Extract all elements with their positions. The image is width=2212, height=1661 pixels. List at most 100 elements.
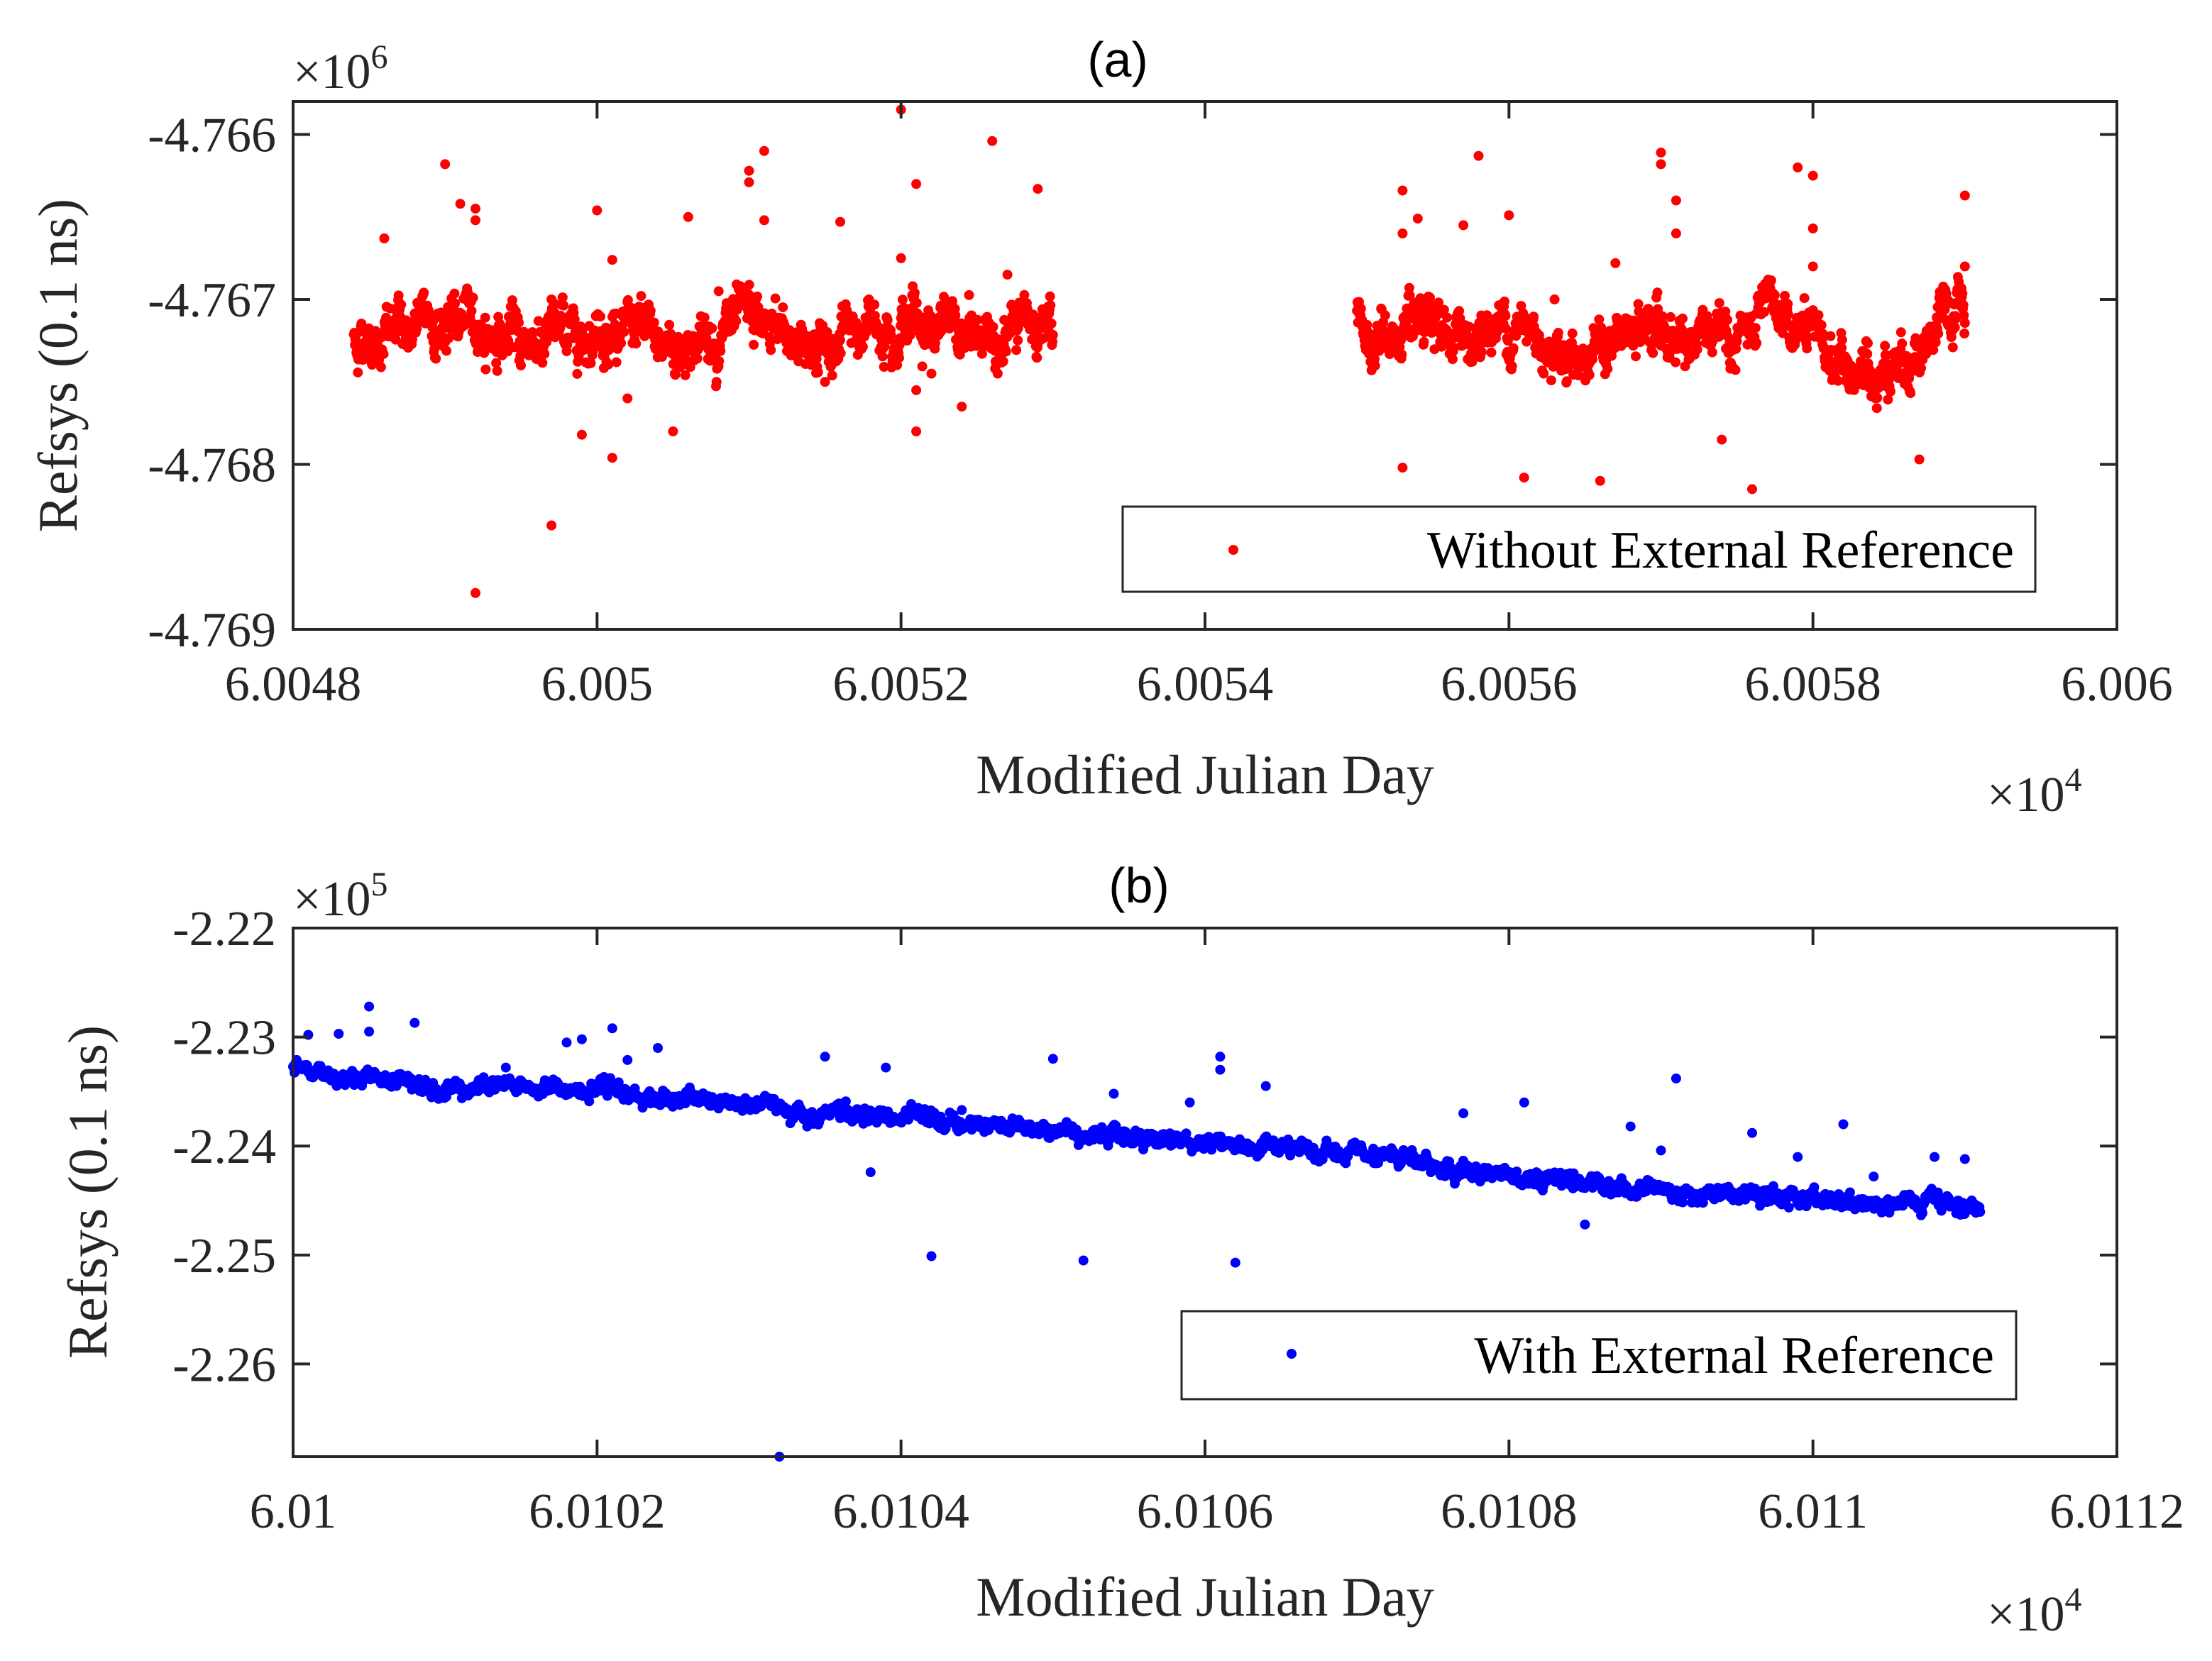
panel-a-outlier-point	[744, 177, 754, 187]
panel-a-data-point	[950, 310, 961, 321]
panel-a-outlier-point	[1959, 261, 1970, 272]
panel-a-data-point	[1019, 289, 1030, 300]
panel-a-data-point	[645, 305, 656, 316]
panel-a-xtick-label: 6.0052	[832, 657, 969, 712]
panel-a-data-point	[770, 293, 781, 304]
panel-a-data-point	[714, 356, 725, 366]
panel-a-data-point	[680, 370, 690, 380]
panel-a-data-point	[507, 295, 517, 306]
panel-a-outlier-point	[911, 385, 922, 395]
panel-a-data-point	[636, 291, 646, 302]
panel-a-outlier-point	[759, 145, 769, 156]
panel-a-data-point	[835, 335, 845, 346]
panel-a-data-point	[527, 327, 538, 338]
panel-a-data-point	[1949, 322, 1960, 333]
panel-a-data-point	[1355, 304, 1366, 314]
panel-a-data-point	[1862, 348, 1873, 359]
panel-a-data-point	[450, 298, 461, 309]
panel-a-data-point	[603, 359, 614, 370]
panel-a-data-point	[431, 353, 441, 364]
panel-a-data-point	[468, 292, 478, 303]
panel-a-data-point	[1546, 375, 1556, 386]
panel-a-data-point	[1529, 311, 1539, 322]
panel-a-data-point	[539, 348, 550, 359]
panel-a-data-point	[681, 354, 691, 365]
panel-a-y-label: Refsys (0.1 ns)	[27, 199, 89, 532]
panel-a-data-point	[894, 353, 904, 363]
panel-b-data-point	[478, 1072, 489, 1083]
panel-a-outlier-point	[1519, 473, 1529, 483]
panel-a-data-point	[1930, 337, 1941, 348]
panel-a-outlier-point	[1595, 475, 1605, 486]
panel-a-data-point	[1032, 353, 1042, 363]
panel-a-data-point	[1933, 329, 1944, 339]
panel-a-data-point	[911, 297, 922, 308]
panel-a-outlier-point	[987, 136, 998, 146]
panel-a-data-point	[1897, 338, 1908, 349]
panel-a-outlier-point	[759, 215, 769, 226]
panel-a-data-point	[992, 368, 1003, 379]
panel-a-outlier-point	[440, 159, 451, 170]
panel-a-data-point	[1573, 370, 1584, 380]
panel-a-data-point	[1837, 335, 1847, 345]
panel-a-data-point	[1553, 328, 1563, 338]
panel-a-data-point	[882, 315, 893, 326]
panel-a-outlier-point	[1412, 214, 1423, 224]
panel-a-outlier-point	[1002, 270, 1013, 280]
panel-a-data-point	[631, 338, 642, 349]
panel-a-outlier-point	[1914, 454, 1925, 465]
panel-a-xtick-label: 6.0058	[1744, 657, 1881, 712]
panel-a-x-label: Modified Julian Day	[976, 744, 1434, 805]
panel-a-data-point	[1500, 311, 1511, 321]
panel-a-data-point	[1692, 344, 1702, 355]
panel-a-data-point	[585, 358, 596, 368]
panel-a-outlier-point	[744, 165, 754, 176]
panel-a-data-point	[1666, 311, 1675, 322]
panel-a-outlier-point	[1504, 210, 1514, 221]
panel-a-data-point	[1916, 363, 1927, 373]
panel-a-outlier-point	[1033, 184, 1043, 194]
panel-a-data-point	[1477, 347, 1487, 358]
panel-a-data-point	[1714, 298, 1724, 309]
panel-a-data-point	[1802, 343, 1812, 354]
panel-a-data-point	[449, 288, 460, 299]
panel-a-x-multiplier: ×104	[1987, 761, 2081, 822]
panel-a-data-point	[1957, 288, 1968, 299]
panel-a-data-point	[1447, 354, 1458, 365]
panel-a-outlier-point	[1869, 377, 1879, 387]
panel-a-outlier-point	[1397, 185, 1408, 196]
panel-a-data-point	[1678, 313, 1688, 324]
panel-a-outlier-point	[379, 233, 390, 243]
panel-a-outlier-point	[1458, 220, 1469, 231]
panel-a-data-point	[1958, 300, 1969, 310]
panel-a-data-point	[1011, 345, 1022, 355]
panel-a-data-point	[557, 292, 568, 303]
panel-a-data-point	[857, 341, 868, 352]
panel-a-ytick-label: -4.766	[148, 109, 276, 163]
panel-a-data-point	[572, 368, 583, 379]
panel-a-outlier-point	[1747, 484, 1757, 495]
panel-a-outlier-point	[546, 520, 557, 531]
panel-a-outlier-point	[576, 429, 587, 440]
panel-a-data-point	[1671, 357, 1681, 368]
panel-a-legend-marker	[1228, 545, 1238, 555]
panel-a-outlier-point	[668, 426, 678, 436]
panel-a-data-point	[396, 299, 407, 310]
panel-a-outlier-point	[592, 205, 602, 216]
panel-a-data-point	[1442, 312, 1453, 323]
panel-a-data-point	[1799, 293, 1810, 304]
panel-a-data-point	[1594, 314, 1605, 325]
panel-a-data-point	[731, 316, 742, 326]
panel-a-data-point	[1596, 322, 1607, 333]
panel-a-outlier-point	[1397, 463, 1408, 473]
panel-a-legend-text: Without External Reference	[1427, 522, 2014, 580]
panel-a-data-point	[1539, 368, 1549, 379]
panel-a-data-point	[744, 280, 754, 290]
panel-a-data-point	[1415, 293, 1426, 304]
panel-a-data-point	[412, 324, 422, 334]
panel-a-outlier-point	[957, 402, 967, 412]
panel-a-xtick-label: 6.005	[541, 657, 654, 712]
panel-a-data-point	[869, 299, 880, 310]
panel-a-data-point	[1783, 299, 1793, 309]
panel-a-data-point	[1454, 306, 1465, 316]
